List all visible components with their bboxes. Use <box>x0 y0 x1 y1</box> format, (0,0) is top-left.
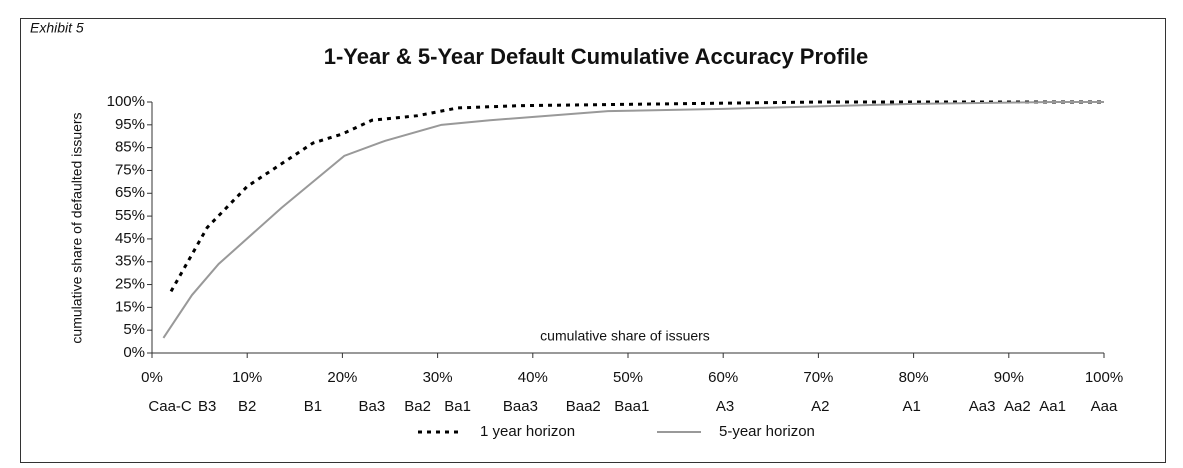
exhibit-label: Exhibit 5 <box>30 20 84 36</box>
series-line <box>162 101 1104 339</box>
legend-label: 1 year horizon <box>480 423 575 440</box>
rating-label: A2 <box>811 398 829 415</box>
y-tick-label: 5% <box>123 321 145 338</box>
x-tick-label: 0% <box>141 369 163 386</box>
rating-label: Ba2 <box>404 398 431 415</box>
rating-label: B1 <box>304 398 322 415</box>
y-tick-label: 0% <box>123 344 145 361</box>
rating-label: Ba3 <box>359 398 386 415</box>
chart-title: 1-Year & 5-Year Default Cumulative Accur… <box>324 44 869 69</box>
rating-label: B2 <box>238 398 256 415</box>
rating-label: Ba1 <box>444 398 471 415</box>
x-tick-label: 60% <box>708 369 738 386</box>
rating-label: Baa1 <box>614 398 649 415</box>
rating-label: Aa2 <box>1004 398 1031 415</box>
x-tick-label: 30% <box>423 369 453 386</box>
y-tick-label: 35% <box>115 253 145 270</box>
x-tick-label: 80% <box>899 369 929 386</box>
x-tick-label: 50% <box>613 369 643 386</box>
series-line <box>169 100 1104 293</box>
y-tick-label: 55% <box>115 207 145 224</box>
rating-label: A1 <box>903 398 921 415</box>
x-tick-label: 40% <box>518 369 548 386</box>
y-axis-label: cumulative share of defaulted issuers <box>69 112 85 343</box>
x-tick-label: 10% <box>232 369 262 386</box>
rating-label: A3 <box>716 398 734 415</box>
y-tick-label: 100% <box>107 93 145 110</box>
legend-label: 5-year horizon <box>719 423 815 440</box>
frame <box>20 18 1166 463</box>
y-tick-label: 65% <box>115 184 145 201</box>
x-tick-label: 70% <box>803 369 833 386</box>
rating-label: Aa3 <box>969 398 996 415</box>
y-tick-label: 95% <box>115 116 145 133</box>
rating-label: B3 <box>198 398 216 415</box>
y-tick-label: 25% <box>115 276 145 293</box>
rating-label: Baa2 <box>566 398 601 415</box>
y-tick-label: 75% <box>115 161 145 178</box>
y-tick-label: 85% <box>115 139 145 156</box>
rating-label: Aa1 <box>1039 398 1066 415</box>
x-tick-label: 90% <box>994 369 1024 386</box>
x-tick-label: 100% <box>1085 369 1123 386</box>
rating-label: Baa3 <box>503 398 538 415</box>
x-tick-label: 20% <box>327 369 357 386</box>
x-axis-label: cumulative share of issuers <box>540 328 710 344</box>
y-tick-label: 45% <box>115 230 145 247</box>
y-tick-label: 15% <box>115 298 145 315</box>
rating-label: Caa-C <box>148 398 192 415</box>
rating-label: Aaa <box>1091 398 1118 415</box>
